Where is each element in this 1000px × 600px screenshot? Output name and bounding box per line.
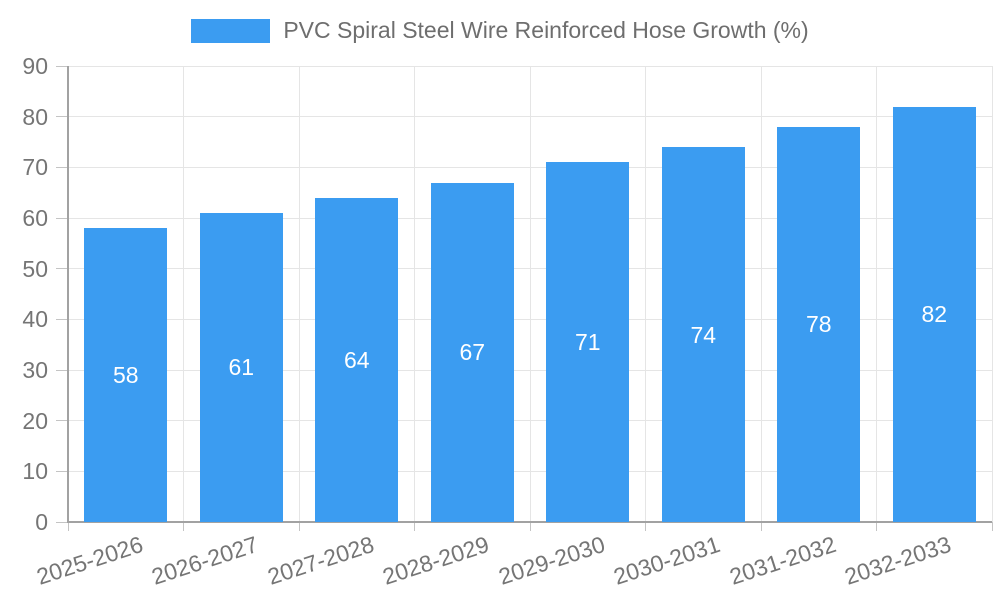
bar [892,106,976,522]
bar [661,147,745,522]
y-tick-label: 20 [22,407,48,434]
y-tick [56,318,68,320]
bar [430,182,514,522]
legend-title: PVC Spiral Steel Wire Reinforced Hose Gr… [283,17,809,43]
x-gridline [645,66,646,522]
y-tick [56,166,68,168]
bar [84,228,168,522]
x-gridline [414,66,415,522]
bar [546,162,630,522]
x-tick [183,522,184,531]
x-category-label: 2030-2031 [610,531,724,590]
y-tick [56,369,68,371]
y-tick [56,521,68,523]
x-category-label: 2031-2032 [726,531,839,590]
x-category-label: 2032-2033 [841,531,955,590]
bar-value-label: 67 [459,339,486,366]
x-tick [760,522,762,531]
y-tick [56,470,68,472]
x-category-label: 2026-2027 [148,531,262,590]
y-tick-label: 10 [22,458,48,485]
y-axis-line [67,66,69,522]
bar [777,126,861,522]
legend-swatch [191,18,271,43]
x-gridline [991,66,993,522]
y-tick [56,420,68,422]
bar-value-label: 74 [690,321,717,348]
x-tick [414,522,415,531]
x-tick [67,522,69,531]
x-tick [991,522,993,531]
y-tick [56,65,68,67]
y-tick-label: 80 [22,103,48,130]
bar [199,212,283,522]
x-axis-line [67,521,992,523]
y-tick [56,217,68,219]
x-category-label: 2029-2030 [495,531,608,590]
y-tick-label: 30 [22,357,48,383]
x-gridline [760,66,762,522]
x-category-label: 2027-2028 [264,531,377,590]
bar [315,197,399,522]
x-gridline [298,66,300,522]
y-tick-label: 90 [22,53,48,79]
x-gridline [529,66,531,522]
x-tick [298,522,300,531]
x-tick [529,522,531,531]
y-tick-label: 0 [35,509,48,535]
x-tick [645,522,646,531]
x-category-label: 2025-2026 [33,531,146,590]
y-tick [56,116,68,118]
bar-value-label: 78 [805,311,832,338]
bar-value-label: 58 [112,362,139,389]
bar-value-label: 64 [343,346,370,373]
x-tick [876,522,877,531]
bar-value-label: 82 [921,301,948,328]
chart-legend[interactable]: PVC Spiral Steel Wire Reinforced Hose Gr… [0,17,1000,44]
bar-value-label: 71 [574,329,601,356]
bar-value-label: 61 [228,354,255,381]
y-tick [56,268,68,270]
y-tick-label: 70 [22,154,48,181]
y-tick-label: 40 [22,306,48,333]
y-tick-label: 50 [22,255,48,282]
x-gridline [183,66,184,522]
y-tick-label: 60 [22,205,48,231]
x-category-label: 2028-2029 [379,531,493,590]
x-gridline [876,66,877,522]
